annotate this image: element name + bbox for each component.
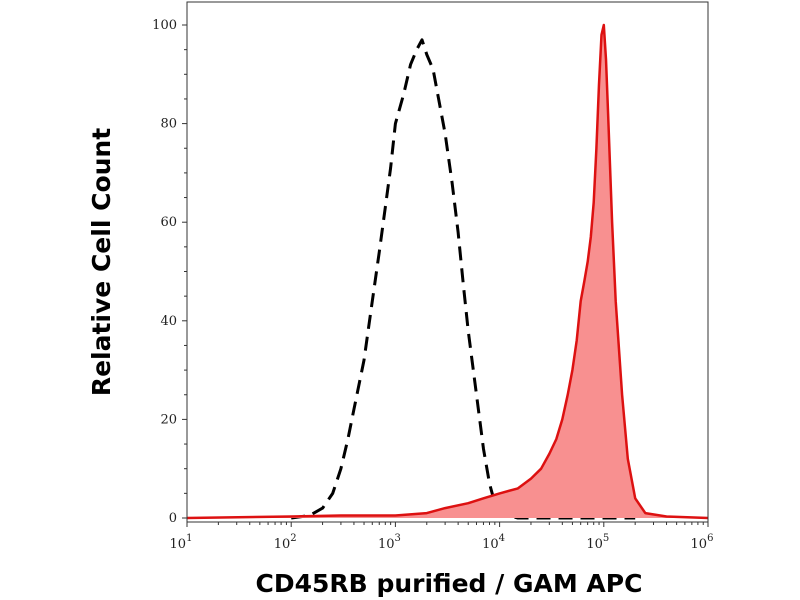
x-tick-label: 104 bbox=[482, 533, 505, 552]
series-layer bbox=[186, 23, 709, 520]
stained-histogram-line bbox=[186, 23, 709, 520]
y-tick-label: 20 bbox=[160, 412, 177, 427]
x-tick-label: 105 bbox=[586, 533, 609, 552]
y-tick-label: 40 bbox=[160, 314, 177, 329]
x-tick-label: 103 bbox=[378, 533, 401, 552]
y-tick-label: 80 bbox=[160, 117, 177, 132]
y-tick-label: 100 bbox=[152, 18, 177, 33]
stained-histogram-fill bbox=[187, 25, 708, 518]
x-axis-title: CD45RB purified / GAM APC bbox=[256, 569, 643, 598]
x-tick-label: 106 bbox=[691, 533, 714, 552]
y-tick-label: 0 bbox=[169, 511, 177, 526]
plot-frame bbox=[186, 1, 709, 523]
y-axis-title: Relative Cell Count bbox=[87, 128, 116, 396]
axes-layer: 101 102 103 104 105 106 0 20 40 60 80 100 bbox=[152, 1, 714, 552]
x-tick-label: 102 bbox=[274, 533, 297, 552]
y-tick-label: 60 bbox=[160, 215, 177, 230]
x-tick-label: 101 bbox=[170, 533, 193, 552]
